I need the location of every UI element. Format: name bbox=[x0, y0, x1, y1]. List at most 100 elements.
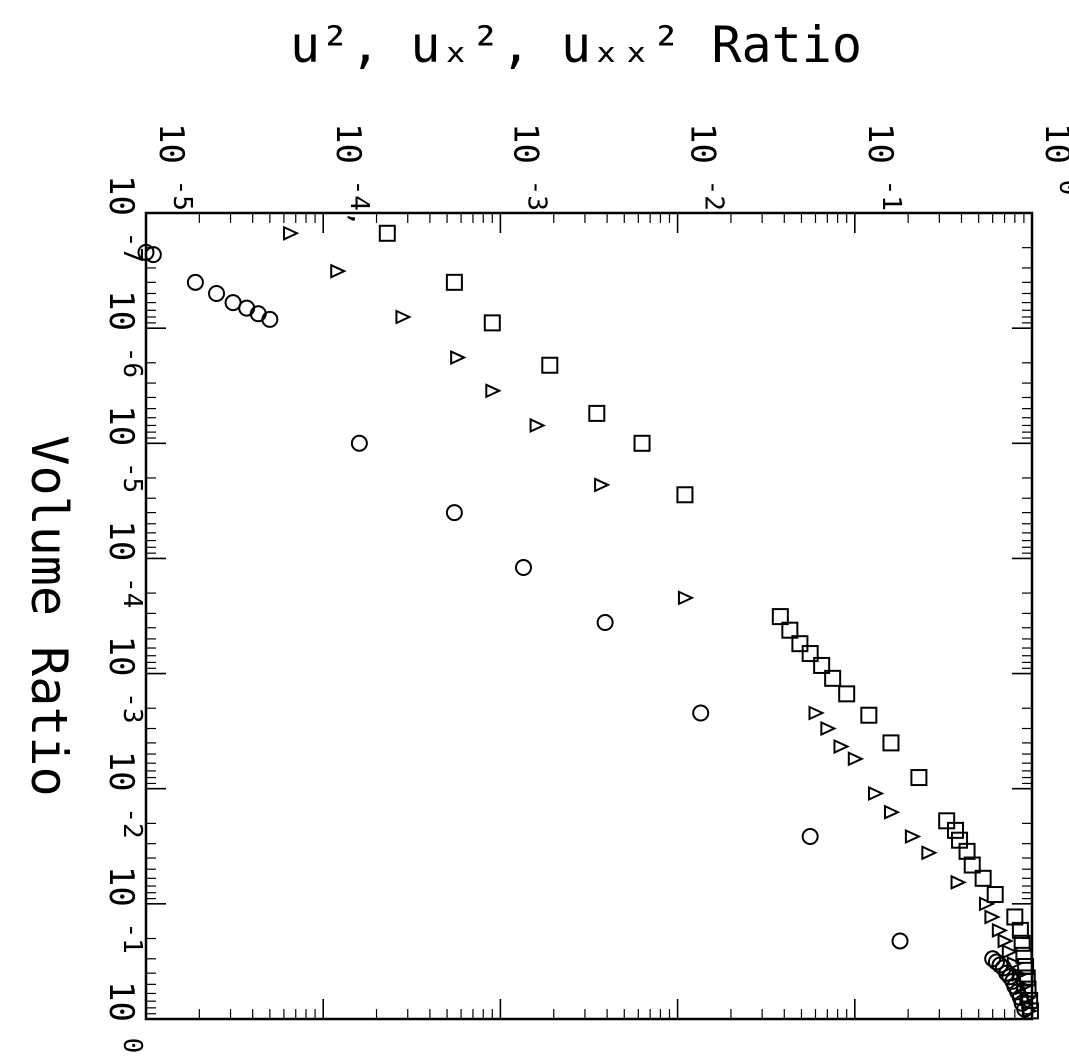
square-marker bbox=[801, 645, 819, 663]
square-marker bbox=[445, 273, 463, 291]
square-marker bbox=[1006, 908, 1024, 926]
square-marker bbox=[882, 734, 900, 752]
x-tick-exp: -7 bbox=[117, 216, 147, 263]
x-tick-base: 10 bbox=[101, 520, 141, 561]
y-tick-base: 10 bbox=[683, 123, 723, 164]
circle-marker bbox=[137, 243, 155, 261]
square-marker bbox=[813, 656, 831, 674]
x-tick-label: 10 0 bbox=[101, 981, 147, 1053]
circle-marker bbox=[261, 310, 279, 328]
circle-marker bbox=[186, 273, 204, 291]
triangle-marker bbox=[847, 751, 865, 767]
x-tick-exp: -1 bbox=[117, 907, 147, 954]
triangle-marker bbox=[921, 845, 938, 861]
y-tick-label: 10 -3 bbox=[505, 123, 551, 211]
x-tick-labels: 10 -710 -610 -510 -410 -310 -210 -110 0 bbox=[101, 175, 147, 1053]
triangle-marker bbox=[529, 417, 546, 434]
y-tick-base: 10 bbox=[328, 123, 368, 164]
circle-marker bbox=[445, 504, 463, 522]
square-marker bbox=[938, 812, 956, 830]
ticks bbox=[145, 212, 1032, 1019]
circle-marker bbox=[350, 434, 368, 452]
y-tick-exp: -4, bbox=[344, 164, 374, 227]
data-points bbox=[137, 224, 1039, 1020]
square-marker bbox=[860, 706, 878, 724]
x-tick-label: 10 -2 bbox=[101, 751, 147, 839]
triangle-marker bbox=[808, 705, 825, 721]
triangle-marker bbox=[594, 477, 611, 493]
y-tick-base: 10 bbox=[860, 123, 900, 164]
x-tick-label: 10 -4 bbox=[101, 520, 147, 608]
x-tick-base: 10 bbox=[101, 751, 141, 792]
square-marker bbox=[838, 685, 856, 703]
y-tick-exp: -1 bbox=[876, 164, 906, 211]
x-tick-base: 10 bbox=[101, 290, 141, 331]
x-tick-label: 10 -6 bbox=[101, 290, 147, 378]
plot-frame bbox=[144, 211, 1034, 1021]
triangle-marker bbox=[395, 309, 412, 325]
square-marker bbox=[1021, 1002, 1039, 1020]
square-marker bbox=[771, 608, 789, 626]
y-axis-title: u², uₓ², uₓₓ² Ratio bbox=[290, 16, 862, 74]
triangle-marker bbox=[991, 922, 1009, 938]
square-marker bbox=[1015, 946, 1033, 964]
circle-marker bbox=[144, 246, 162, 264]
y-tick-label: 10 0 bbox=[1037, 123, 1069, 195]
x-tick-label: 10 -1 bbox=[101, 866, 147, 954]
triangle-marker bbox=[883, 804, 901, 820]
square-marker bbox=[588, 404, 606, 422]
triangle-marker bbox=[283, 225, 300, 241]
y-tick-labels: 10 -510 -4,10 -310 -210 -110 0 bbox=[151, 123, 1069, 227]
square-marker bbox=[946, 821, 964, 839]
y-tick-label: 10 -2 bbox=[683, 123, 729, 211]
square-marker bbox=[541, 356, 559, 374]
y-tick-base: 10 bbox=[1037, 123, 1069, 164]
y-tick-base: 10 bbox=[505, 123, 545, 164]
y-tick-label: 10 -1 bbox=[860, 123, 906, 211]
triangle-marker bbox=[1006, 955, 1024, 972]
x-tick-label: 10 -5 bbox=[101, 405, 147, 493]
x-tick-base: 10 bbox=[101, 175, 141, 216]
triangle-marker bbox=[1016, 978, 1033, 994]
triangle-marker bbox=[867, 785, 885, 802]
triangle-marker bbox=[997, 933, 1014, 949]
x-tick-base: 10 bbox=[101, 981, 141, 1022]
x-tick-base: 10 bbox=[101, 636, 141, 677]
y-tick-exp: 0 bbox=[1053, 164, 1069, 195]
x-tick-exp: -6 bbox=[117, 331, 147, 378]
circle-marker bbox=[208, 284, 226, 302]
x-tick-exp: -5 bbox=[117, 446, 147, 493]
triangle-marker bbox=[1001, 944, 1019, 960]
circle-marker bbox=[891, 932, 909, 950]
triangle-marker bbox=[950, 874, 967, 890]
y-tick-exp: -3 bbox=[521, 164, 551, 211]
square-marker bbox=[1017, 958, 1035, 976]
triangle-marker bbox=[904, 828, 922, 845]
circle-marker bbox=[692, 704, 710, 722]
square-marker bbox=[958, 842, 976, 860]
square-marker bbox=[1011, 921, 1029, 939]
square-marker bbox=[1013, 934, 1031, 952]
triangle-marker bbox=[450, 349, 467, 366]
y-tick-base: 10 bbox=[151, 123, 191, 164]
circle-marker bbox=[801, 827, 819, 845]
square-marker bbox=[633, 434, 651, 452]
triangle-marker bbox=[978, 896, 996, 912]
x-tick-exp: -4 bbox=[117, 561, 147, 608]
x-tick-exp: -3 bbox=[117, 677, 147, 724]
triangle-marker bbox=[984, 909, 1001, 925]
square-marker bbox=[824, 669, 842, 687]
triangle-marker bbox=[677, 590, 695, 606]
square-marker bbox=[791, 635, 809, 653]
triangle-marker bbox=[1019, 990, 1036, 1006]
y-tick-exp: -2 bbox=[699, 164, 729, 211]
square-marker bbox=[974, 869, 992, 887]
x-axis-title: Volume Ratio bbox=[20, 435, 78, 796]
x-tick-label: 10 -3 bbox=[101, 636, 147, 724]
triangle-marker bbox=[820, 720, 837, 737]
triangle-marker bbox=[833, 738, 850, 755]
y-tick-label: 10 -5 bbox=[151, 123, 197, 211]
y-tick-label: 10 -4, bbox=[328, 123, 374, 227]
x-tick-base: 10 bbox=[101, 405, 141, 446]
